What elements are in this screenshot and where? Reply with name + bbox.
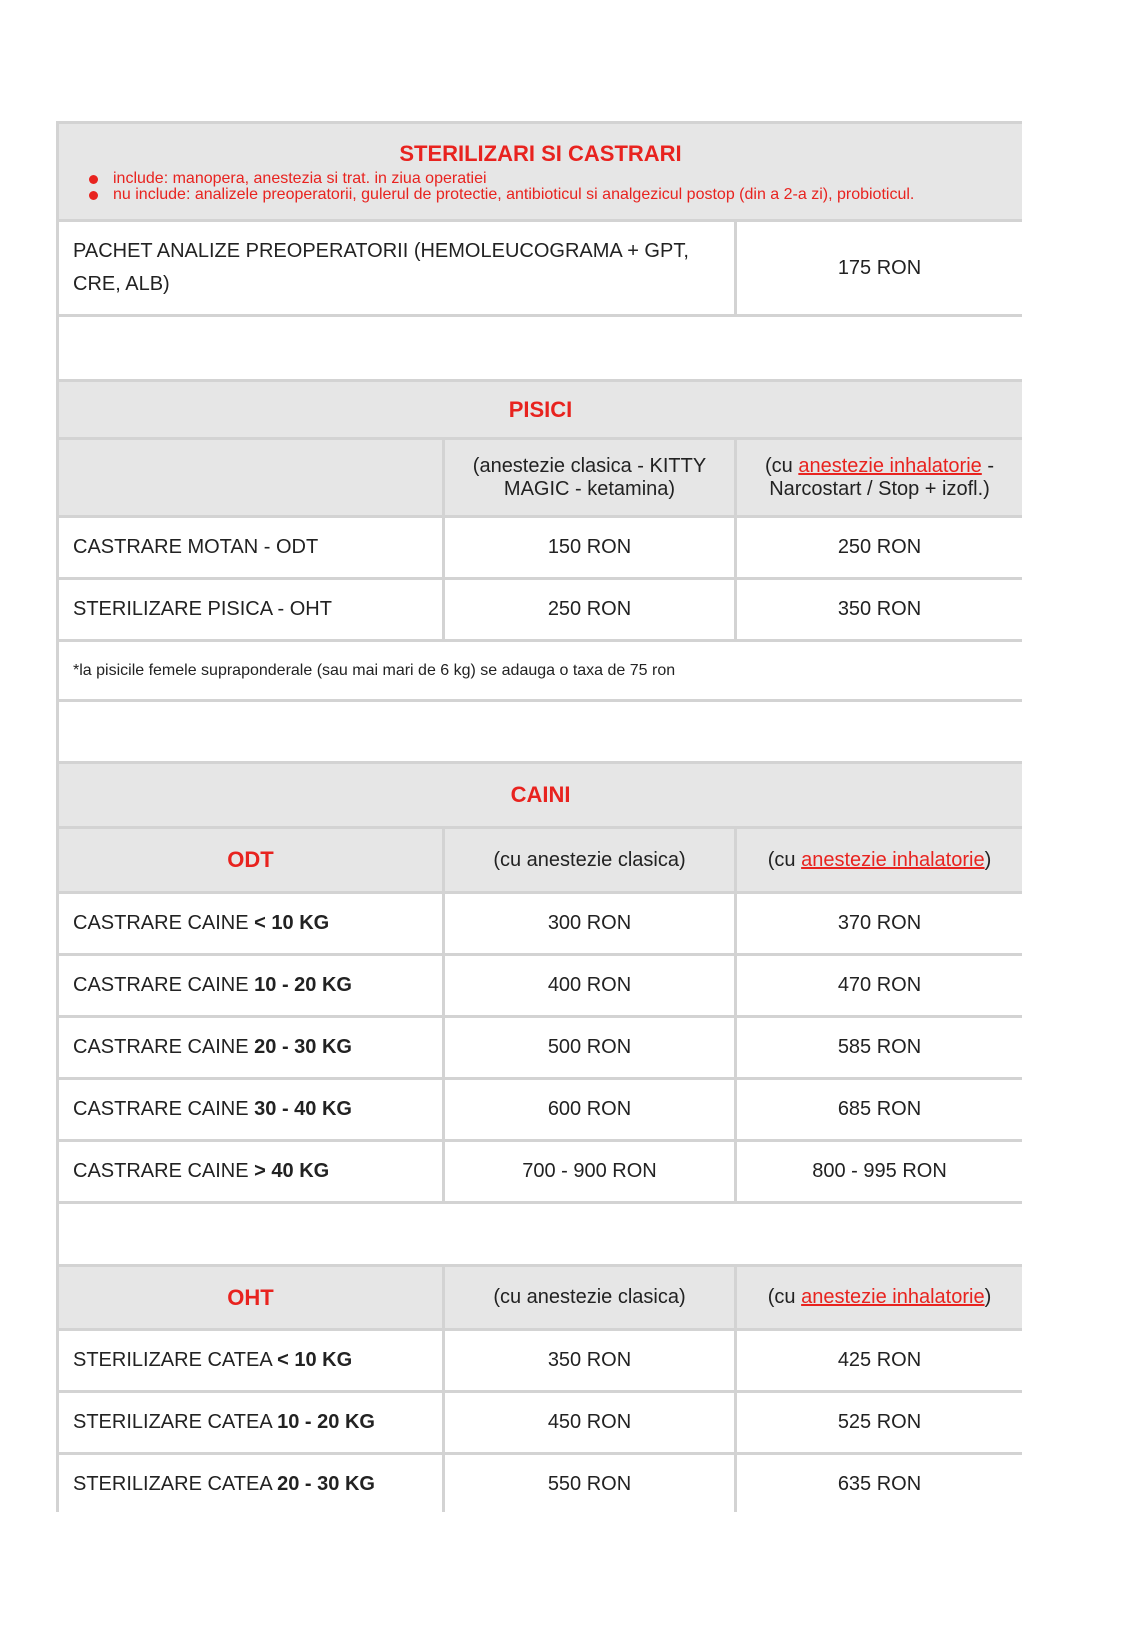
price-inhalation: 525 RON (733, 1390, 1022, 1455)
table-row: STERILIZARE CATEA < 10 KG 350 RON 425 RON (56, 1328, 1022, 1393)
inhalation-link[interactable]: anestezie inhalatorie (801, 848, 985, 871)
column-header-classic: (anestezie clasica - KITTY MAGIC - ketam… (442, 437, 737, 518)
price-inhalation: 370 RON (733, 891, 1022, 956)
procedure-label: CASTRARE CAINE > 40 KG (56, 1139, 445, 1204)
procedure-label: STERILIZARE CATEA < 10 KG (56, 1328, 445, 1393)
procedure-label: CASTRARE CAINE < 10 KG (56, 891, 445, 956)
price-classic: 500 RON (442, 1015, 737, 1080)
table-row: PACHET ANALIZE PREOPERATORII (HEMOLEUCOG… (56, 219, 1022, 317)
cats-note: *la pisicile femele supraponderale (sau … (56, 639, 1022, 702)
odt-rows: CASTRARE CAINE < 10 KG 300 RON 370 RON CAST… (56, 891, 1022, 1204)
section-heading-cats: PISICI (56, 379, 1022, 440)
price-classic: 400 RON (442, 953, 737, 1018)
price-inhalation: 800 - 995 RON (733, 1139, 1022, 1204)
price-inhalation: 425 RON (733, 1328, 1022, 1393)
price-inhalation: 585 RON (733, 1015, 1022, 1080)
page-title: STERILIZARI SI CASTRARI (399, 140, 682, 166)
weight-range: < 10 KG (277, 1349, 353, 1371)
weight-range: < 10 KG (254, 912, 330, 934)
table-row: STERILIZARE PISICA - OHT 250 RON 350 RON (56, 577, 1022, 642)
spacer-row (56, 314, 1022, 382)
price-list: STERILIZARI SI CASTRARI include: manoper… (56, 121, 1022, 1512)
oht-heading: OHT (56, 1264, 445, 1331)
weight-range: > 40 KG (254, 1160, 330, 1182)
package-price: 175 RON (733, 219, 1022, 317)
price-classic: 350 RON (442, 1328, 737, 1393)
table-row: CASTRARE CAINE 20 - 30 KG 500 RON 585 RON (56, 1015, 1022, 1080)
header-row: ODT (cu anestezie clasica) (cu anestezie… (56, 826, 1022, 894)
procedure-label: CASTRARE CAINE 20 - 30 KG (56, 1015, 445, 1080)
odt-heading: ODT (56, 826, 445, 894)
header-row: OHT (cu anestezie clasica) (cu anestezie… (56, 1264, 1022, 1331)
list-item: nu include: analizele preoperatorii, gul… (88, 186, 1008, 203)
price-table: STERILIZARI SI CASTRARI include: manoper… (56, 121, 1022, 1512)
procedure-label: STERILIZARE CATEA 20 - 30 KG (56, 1452, 445, 1512)
spacer-row (56, 1201, 1022, 1267)
spacer-row (56, 699, 1022, 764)
table-row: CASTRARE CAINE 10 - 20 KG 400 RON 470 RON (56, 953, 1022, 1018)
table-row: STERILIZARE CATEA 10 - 20 KG 450 RON 525 R… (56, 1390, 1022, 1455)
procedure-label: CASTRARE CAINE 30 - 40 KG (56, 1077, 445, 1142)
price-classic: 700 - 900 RON (442, 1139, 737, 1204)
price-inhalation: 635 RON (733, 1452, 1022, 1512)
header-row: (anestezie clasica - KITTY MAGIC - ketam… (56, 437, 1022, 518)
conditions-list: include: manopera, anestezia si trat. in… (73, 170, 1008, 203)
price-classic: 550 RON (442, 1452, 737, 1512)
title-row: STERILIZARI SI CASTRARI include: manoper… (56, 121, 1022, 222)
weight-range: 10 - 20 KG (277, 1411, 375, 1433)
table-row: CASTRARE CAINE 30 - 40 KG 600 RON 685 RON (56, 1077, 1022, 1142)
price-classic: 450 RON (442, 1390, 737, 1455)
price-inhalation: 470 RON (733, 953, 1022, 1018)
table-row: CASTRARE CAINE > 40 KG 700 - 900 RON 800 -… (56, 1139, 1022, 1204)
inhalation-link[interactable]: anestezie inhalatorie (798, 454, 982, 477)
weight-range: 20 - 30 KG (277, 1473, 375, 1495)
price-inhalation: 685 RON (733, 1077, 1022, 1142)
table-row: CASTRARE MOTAN - ODT 150 RON 250 RON (56, 515, 1022, 580)
procedure-label: STERILIZARE CATEA 10 - 20 KG (56, 1390, 445, 1455)
package-label: PACHET ANALIZE PREOPERATORII (HEMOLEUCOG… (56, 219, 737, 317)
weight-range: 10 - 20 KG (254, 974, 352, 996)
weight-range: 30 - 40 KG (254, 1098, 352, 1120)
price-classic: 600 RON (442, 1077, 737, 1142)
inhalation-link[interactable]: anestezie inhalatorie (801, 1286, 985, 1308)
section-heading-dogs: CAINI (56, 761, 1022, 829)
weight-range: 20 - 30 KG (254, 1036, 352, 1058)
oht-rows: STERILIZARE CATEA < 10 KG 350 RON 425 RON S… (56, 1328, 1022, 1512)
price-classic: 300 RON (442, 891, 737, 956)
table-row: STERILIZARE CATEA 20 - 30 KG 550 RON 635 R… (56, 1452, 1022, 1512)
column-header-inhalation: (cu anestezie inhalatorie - Narcostart /… (733, 437, 1022, 518)
procedure-label: CASTRARE CAINE 10 - 20 KG (56, 953, 445, 1018)
table-row: CASTRARE CAINE < 10 KG 300 RON 370 RON (56, 891, 1022, 956)
list-item: include: manopera, anestezia si trat. in… (88, 170, 1008, 187)
